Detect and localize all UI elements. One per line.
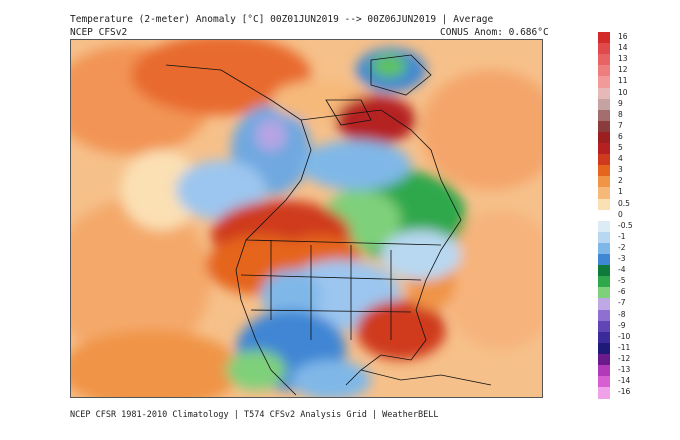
scale-label: 2 [618,176,623,186]
color-swatch [598,32,610,44]
scale-label: 11 [618,76,628,86]
color-swatch [598,287,610,299]
color-swatch [598,242,610,255]
country-outlines [165,54,492,396]
color-swatch [598,365,610,377]
color-swatch [598,87,610,100]
scale-label: 12 [618,65,628,75]
scale-label: -3 [618,254,626,263]
color-swatch [598,331,610,344]
scale-label: 8 [618,109,623,119]
scale-label: -9 [618,320,626,330]
scale-label: 5 [618,143,623,152]
color-swatch [598,342,610,355]
credits: NCEP CFSR 1981-2010 Climatology | T574 C… [70,410,439,420]
scale-label: 0.5 [618,198,630,208]
color-swatch [598,98,610,111]
color-swatch [598,120,610,133]
color-swatch [598,309,610,322]
scale-label: 16 [618,32,628,41]
scale-label: 10 [618,87,628,97]
color-swatch [598,43,610,55]
color-swatch [598,298,610,310]
model-label: NCEP CFSv2 [70,27,128,38]
scale-label: 9 [618,98,623,108]
color-swatch [598,54,610,66]
color-swatch [598,209,610,222]
anomaly-field [71,40,542,397]
scale-label: -12 [618,353,631,363]
color-swatch [598,154,610,166]
color-swatch [598,220,610,233]
color-swatch [598,353,610,366]
color-swatch [598,109,610,122]
scale-label: -16 [618,387,631,397]
scale-label: -6 [618,287,626,297]
conus-anomaly: CONUS Anom: 0.686°C [440,27,549,38]
scale-label: 4 [618,154,623,164]
color-swatch [598,254,610,266]
color-swatch [598,131,610,144]
scale-label: 3 [618,165,623,175]
color-swatch [598,165,610,177]
color-swatch [598,376,610,388]
scale-label: 14 [618,43,628,53]
scale-label: 13 [618,54,628,64]
scale-label: 6 [618,131,623,141]
color-swatch [598,276,610,288]
color-swatch [598,143,610,155]
scale-label: -8 [618,309,626,319]
color-swatch [598,231,610,244]
scale-label: -14 [618,376,631,386]
color-scale [598,32,610,399]
scale-label: -2 [618,242,626,252]
color-swatch [598,320,610,333]
color-swatch [598,176,610,188]
color-swatch [598,387,610,399]
color-swatch [598,65,610,77]
scale-label: -1 [618,231,626,241]
scale-label: -11 [618,342,631,352]
temperature-anomaly-map [70,39,543,398]
scale-label: -7 [618,298,626,308]
scale-label: -13 [618,365,631,374]
scale-label: -5 [618,276,626,286]
color-swatch [598,198,610,211]
color-swatch [598,76,610,88]
scale-label: -0.5 [618,220,633,230]
map-title: Temperature (2-meter) Anomaly [°C] 00Z01… [70,14,494,25]
color-swatch [598,265,610,277]
scale-label: -10 [618,331,631,341]
color-swatch [598,187,610,199]
scale-label: 1 [618,187,623,197]
scale-label: -4 [618,265,626,275]
scale-label: 7 [618,120,623,130]
scale-label: 0 [618,209,623,219]
